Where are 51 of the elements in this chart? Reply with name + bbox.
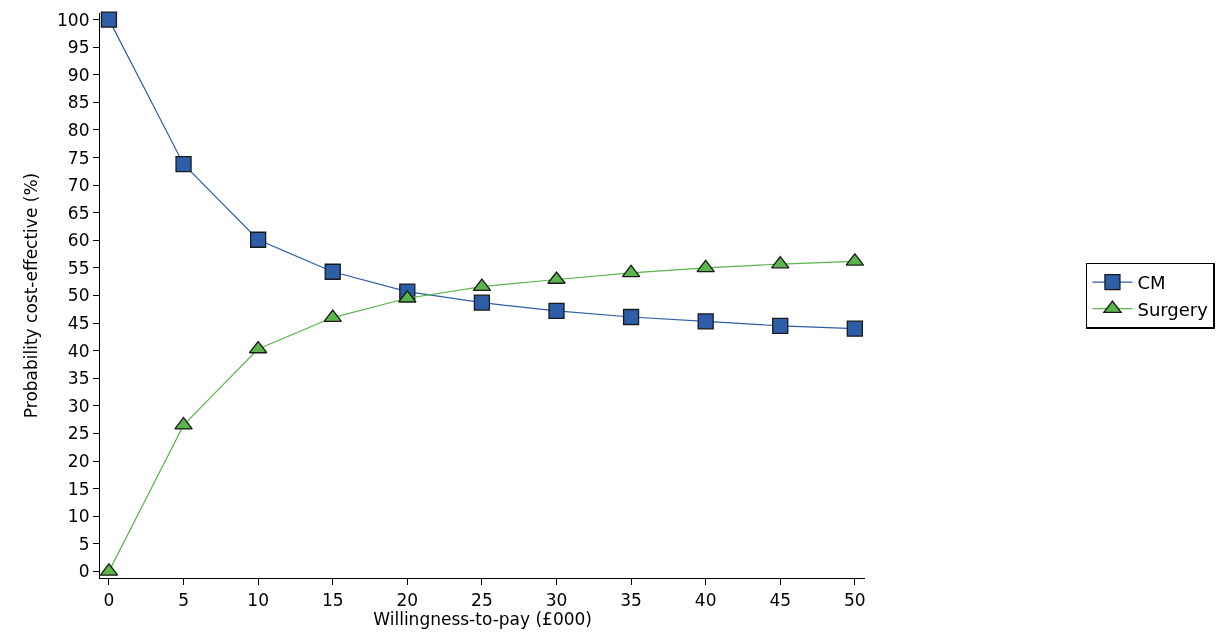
point bbox=[248, 340, 268, 354]
point bbox=[548, 302, 565, 320]
x-tick-label: 30 bbox=[545, 589, 568, 610]
x-tick-label: 10 bbox=[247, 589, 269, 610]
x-tick-label: 45 bbox=[769, 589, 792, 610]
legend-label: Surgery bbox=[1137, 298, 1209, 320]
y-tick-label: 5 bbox=[78, 533, 90, 554]
x-tick-label: 20 bbox=[396, 589, 419, 610]
y-tick-label: 100 bbox=[57, 9, 90, 30]
y-tick-label: 25 bbox=[67, 423, 90, 444]
y-tick-label: 35 bbox=[67, 368, 90, 389]
y-tick-label: 30 bbox=[67, 395, 90, 416]
x-tick-label: 35 bbox=[620, 589, 642, 610]
point bbox=[100, 11, 118, 28]
y-tick-label: 55 bbox=[67, 257, 90, 278]
y-tick-label: 80 bbox=[67, 119, 90, 140]
y-tick-label: 0 bbox=[78, 561, 90, 582]
y-tick-label: 75 bbox=[67, 147, 90, 168]
point bbox=[696, 259, 715, 273]
y-tick-label: 40 bbox=[67, 340, 90, 361]
y-tick-label: 85 bbox=[67, 92, 90, 113]
y-axis-title: Probability cost-effective (%) bbox=[20, 172, 41, 419]
y-tick-label: 65 bbox=[67, 202, 90, 223]
point bbox=[772, 317, 789, 334]
x-tick-label: 0 bbox=[103, 589, 115, 610]
y-tick-label: 10 bbox=[67, 506, 90, 527]
y-tick-label: 95 bbox=[67, 37, 90, 58]
y-tick-label: 60 bbox=[67, 230, 90, 251]
legend-label: CM bbox=[1137, 272, 1166, 294]
x-tick-label: 50 bbox=[844, 589, 866, 610]
y-tick-label: 15 bbox=[67, 478, 90, 499]
point bbox=[249, 231, 267, 248]
y-tick-label: 70 bbox=[67, 175, 90, 196]
point bbox=[324, 263, 341, 280]
y-tick-label: 90 bbox=[67, 64, 90, 85]
y-tick-label: 50 bbox=[67, 285, 90, 306]
point bbox=[473, 294, 491, 311]
point bbox=[621, 264, 641, 278]
x-axis-title: Willingness-to-pay (£000) bbox=[373, 609, 592, 630]
y-tick-label: 45 bbox=[67, 313, 90, 334]
x-tick-label: 40 bbox=[694, 589, 717, 610]
point bbox=[846, 320, 863, 337]
x-tick-label: 15 bbox=[321, 589, 344, 610]
x-tick-label: 5 bbox=[178, 589, 189, 610]
point bbox=[622, 308, 640, 326]
point bbox=[697, 313, 714, 330]
x-tick-label: 25 bbox=[471, 589, 493, 610]
y-tick-label: 20 bbox=[67, 450, 90, 471]
point bbox=[472, 278, 492, 292]
point bbox=[175, 156, 192, 173]
point bbox=[770, 255, 790, 269]
